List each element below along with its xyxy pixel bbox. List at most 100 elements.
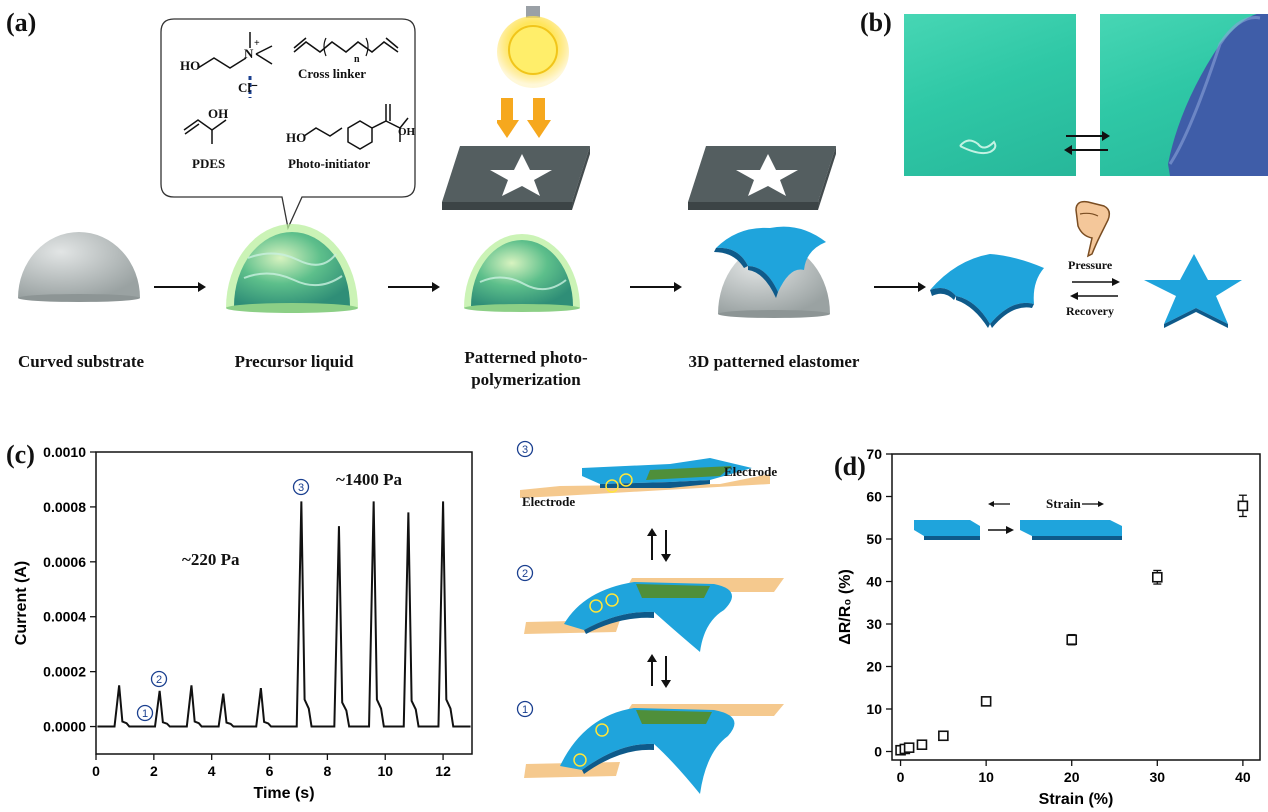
schematic-marker-3: 3 xyxy=(516,440,534,463)
process-arrow-3 xyxy=(630,282,682,292)
chemical-callout xyxy=(160,18,416,230)
flat-star xyxy=(1144,254,1242,328)
data-point xyxy=(1152,571,1163,583)
x-tick-label: 0 xyxy=(897,769,905,785)
data-point xyxy=(903,742,915,753)
y-tick-label: 30 xyxy=(866,616,882,632)
svg-text:2: 2 xyxy=(156,674,162,686)
x-axis-title: Strain (%) xyxy=(1039,791,1114,808)
schematic-marker-1: 1 xyxy=(516,700,534,723)
panel-label-d: (d) xyxy=(834,452,866,481)
process-arrow-2 xyxy=(388,282,440,292)
x-tick-label: 12 xyxy=(435,763,451,779)
panel-label-c: (c) xyxy=(6,440,35,469)
data-point xyxy=(1237,500,1249,512)
svg-text:3: 3 xyxy=(522,444,528,456)
caption-3d-patterned-elastomer: 3D patterned elastomer xyxy=(688,352,860,371)
strain-chart: 0 10 20 30 40 0 10 20 30 40 50 60 70 Strain (%) ΔR/R… xyxy=(837,446,1261,808)
panel-label-a: (a) xyxy=(6,8,37,37)
chart-marker-3: 3 xyxy=(292,478,310,501)
current-series-line xyxy=(97,501,471,728)
photo-initiator-label: Photo-initiator xyxy=(288,156,371,171)
photomask-1 xyxy=(442,146,590,210)
svg-text:3: 3 xyxy=(298,482,304,494)
strain-inset-label: Strain xyxy=(1046,496,1081,511)
elastomer-on-dome xyxy=(714,226,830,318)
caption-polymerization: polymerization xyxy=(471,370,581,389)
nitrogen-label: N xyxy=(244,46,254,61)
y-tick-label: 50 xyxy=(866,531,882,547)
annotation-220pa: ~220 Pa xyxy=(182,550,240,569)
y-tick-label: 20 xyxy=(866,659,882,675)
cross-linker-n: n xyxy=(354,54,360,65)
electrode-label-left: Electrode xyxy=(522,494,576,509)
x-tick-label: 8 xyxy=(323,763,331,779)
y-tick-label: 0.0006 xyxy=(43,554,86,570)
precursor-liquid-dome xyxy=(226,224,358,313)
y-tick-label: 60 xyxy=(866,489,882,505)
data-point xyxy=(1066,634,1078,646)
schematic-marker-2: 2 xyxy=(516,564,534,587)
caption-patterned-photo: Patterned photo- xyxy=(464,348,588,367)
caption-precursor-liquid: Precursor liquid xyxy=(234,352,354,371)
svg-text:1: 1 xyxy=(142,708,148,720)
initiator-oh-label: OH xyxy=(398,126,416,138)
cross-linker-label: Cross linker xyxy=(298,66,367,81)
light-arrows-icon xyxy=(497,98,551,138)
pressure-label: Pressure xyxy=(1068,258,1113,272)
data-point xyxy=(916,739,928,751)
choline-ho-label: HO xyxy=(180,58,201,73)
x-axis-title: Time (s) xyxy=(253,785,314,802)
y-tick-label: 0.0008 xyxy=(43,499,86,515)
recovery-label: Recovery xyxy=(1066,304,1114,318)
acid-oh-label: OH xyxy=(208,106,229,121)
x-tick-label: 40 xyxy=(1235,769,1251,785)
process-arrow-4 xyxy=(874,282,926,292)
y-tick-label: 10 xyxy=(866,701,882,717)
x-tick-label: 10 xyxy=(978,769,994,785)
panel-label-b: (b) xyxy=(860,8,892,37)
schematic-state-1 xyxy=(524,704,784,794)
photomask-2 xyxy=(688,146,836,210)
annotation-1400pa: ~1400 Pa xyxy=(336,470,402,489)
schematic-state-2 xyxy=(524,578,784,652)
pdes-label: PDES xyxy=(192,156,226,171)
x-tick-label: 30 xyxy=(1150,769,1166,785)
photo-pressed xyxy=(1100,13,1268,177)
y-tick-label: 0.0010 xyxy=(43,444,86,460)
state-transition-arrows-2 xyxy=(647,654,671,688)
y-tick-label: 0.0004 xyxy=(43,609,86,625)
x-tick-label: 4 xyxy=(208,763,216,779)
initiator-ho-label: HO xyxy=(286,130,307,145)
photopolymerization-dome xyxy=(464,234,580,312)
y-axis-title: Current (A) xyxy=(13,561,30,645)
chloride-label: Cl⁻ xyxy=(238,80,258,95)
process-arrow-1 xyxy=(154,282,206,292)
curved-star xyxy=(930,254,1044,328)
data-point xyxy=(938,730,949,742)
light-bulb-icon xyxy=(497,6,569,88)
x-tick-label: 6 xyxy=(266,763,274,779)
y-tick-label: 40 xyxy=(866,574,882,590)
pressure-recovery-arrows xyxy=(1070,278,1120,300)
chart-marker-2: 2 xyxy=(150,670,168,693)
state-transition-arrows-1 xyxy=(647,528,671,562)
x-tick-label: 2 xyxy=(150,763,158,779)
x-tick-label: 10 xyxy=(377,763,393,779)
y-tick-label: 0.0002 xyxy=(43,664,86,680)
x-tick-label: 0 xyxy=(92,763,100,779)
photo-released xyxy=(904,14,1076,176)
data-point xyxy=(980,696,992,707)
nitrogen-charge: + xyxy=(254,38,260,49)
y-tick-label: 0.0000 xyxy=(43,719,86,735)
svg-text:1: 1 xyxy=(522,704,528,716)
b-exchange-arrows xyxy=(1064,131,1110,155)
x-tick-label: 20 xyxy=(1064,769,1080,785)
pressing-finger-icon xyxy=(1075,200,1111,258)
electrode-label-right: Electrode xyxy=(724,464,778,479)
chart-marker-1: 1 xyxy=(136,704,154,727)
schematic-state-3 xyxy=(520,458,770,498)
y-axis-title: ΔR/R₀ (%) xyxy=(837,569,854,645)
y-tick-label: 70 xyxy=(866,446,882,462)
caption-curved-substrate: Curved substrate xyxy=(17,352,145,371)
